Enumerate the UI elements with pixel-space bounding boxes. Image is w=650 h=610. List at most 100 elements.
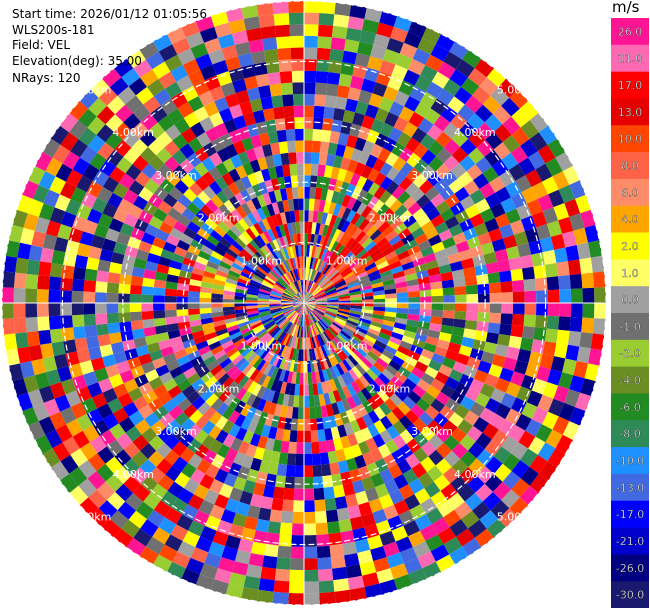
velocity-gate bbox=[378, 265, 391, 274]
velocity-gate bbox=[194, 444, 210, 459]
velocity-gate bbox=[392, 434, 407, 450]
velocity-gate bbox=[141, 361, 156, 374]
velocity-gate bbox=[325, 311, 337, 318]
velocity-gate bbox=[299, 292, 304, 303]
velocity-gate bbox=[288, 311, 297, 322]
velocity-gate bbox=[349, 172, 361, 187]
velocity-gate bbox=[497, 333, 511, 347]
velocity-gate bbox=[398, 80, 415, 96]
velocity-gate bbox=[406, 278, 419, 287]
velocity-gate bbox=[250, 321, 263, 330]
velocity-gate bbox=[428, 434, 444, 450]
velocity-gate bbox=[278, 318, 288, 328]
velocity-gate bbox=[407, 245, 421, 256]
velocity-gate bbox=[300, 361, 304, 373]
velocity-gate bbox=[420, 296, 432, 303]
velocity-gate bbox=[435, 163, 451, 179]
velocity-gate bbox=[99, 159, 117, 177]
velocity-gate bbox=[430, 316, 443, 325]
velocity-gate bbox=[310, 360, 315, 373]
velocity-gate bbox=[436, 88, 455, 106]
velocity-gate bbox=[261, 387, 271, 401]
velocity-gate bbox=[371, 317, 384, 324]
velocity-gate bbox=[283, 291, 294, 298]
velocity-gate bbox=[314, 187, 323, 200]
velocity-gate bbox=[59, 181, 77, 200]
velocity-gate bbox=[490, 500, 510, 519]
velocity-gate bbox=[293, 296, 304, 303]
velocity-gate bbox=[433, 412, 449, 428]
velocity-gate bbox=[217, 332, 230, 341]
velocity-gate bbox=[395, 53, 413, 70]
velocity-gate bbox=[314, 510, 328, 524]
velocity-gate bbox=[367, 397, 380, 411]
velocity-gate bbox=[304, 295, 313, 303]
velocity-gate bbox=[447, 342, 462, 354]
velocity-gate bbox=[379, 162, 393, 177]
range-rings bbox=[1, 0, 607, 606]
velocity-gate bbox=[262, 259, 273, 271]
velocity-gate bbox=[213, 368, 227, 381]
velocity-gate bbox=[280, 303, 293, 306]
velocity-gate bbox=[200, 350, 214, 362]
velocity-gate bbox=[345, 409, 356, 423]
velocity-gate bbox=[328, 415, 338, 428]
velocity-gate bbox=[320, 188, 329, 201]
velocity-gate bbox=[383, 315, 396, 323]
velocity-gate bbox=[375, 519, 392, 535]
velocity-gate bbox=[390, 376, 404, 389]
velocity-gate bbox=[300, 268, 303, 280]
velocity-gate bbox=[130, 227, 145, 241]
velocity-gate bbox=[364, 334, 377, 344]
velocity-gate bbox=[284, 117, 295, 130]
range-ring-label: 1.00km bbox=[241, 254, 283, 267]
velocity-gate bbox=[349, 307, 362, 313]
velocity-gate bbox=[163, 353, 177, 365]
velocity-gate bbox=[362, 299, 374, 303]
velocity-gate bbox=[296, 337, 301, 350]
velocity-gate bbox=[304, 303, 309, 314]
velocity-gate bbox=[181, 208, 196, 222]
velocity-gate bbox=[341, 268, 353, 278]
velocity-gate bbox=[390, 563, 409, 580]
velocity-gate bbox=[282, 307, 294, 314]
velocity-gate bbox=[197, 401, 211, 416]
velocity-gate bbox=[319, 452, 330, 465]
velocity-gate bbox=[405, 272, 418, 282]
velocity-gate bbox=[519, 100, 539, 121]
velocity-gate bbox=[159, 412, 175, 428]
velocity-gate bbox=[336, 286, 349, 293]
velocity-gate bbox=[340, 435, 351, 449]
velocity-gate bbox=[245, 444, 258, 458]
velocity-gate bbox=[252, 237, 263, 249]
velocity-gate bbox=[420, 65, 438, 82]
velocity-gate bbox=[542, 249, 557, 265]
velocity-gate bbox=[401, 233, 415, 245]
velocity-gate bbox=[150, 170, 166, 186]
velocity-gate bbox=[373, 233, 386, 245]
velocity-gate bbox=[242, 378, 254, 391]
velocity-gate bbox=[326, 297, 339, 301]
velocity-gate bbox=[381, 349, 395, 360]
velocity-gate bbox=[163, 398, 178, 413]
velocity-gate bbox=[451, 459, 469, 476]
velocity-gate bbox=[304, 298, 315, 303]
velocity-gate bbox=[99, 248, 114, 262]
velocity-gate bbox=[342, 359, 352, 372]
velocity-gate bbox=[50, 125, 70, 145]
velocity-gate bbox=[263, 363, 273, 376]
velocity-gate bbox=[172, 37, 191, 55]
velocity-gate bbox=[109, 423, 126, 440]
velocity-gate bbox=[306, 314, 310, 326]
velocity-gate bbox=[461, 336, 475, 349]
velocity-gate bbox=[391, 406, 405, 421]
velocity-gate bbox=[267, 339, 277, 350]
velocity-gate bbox=[531, 181, 549, 200]
velocity-gate bbox=[290, 35, 304, 48]
velocity-gate bbox=[304, 303, 314, 310]
velocity-gate bbox=[45, 157, 63, 177]
velocity-gate bbox=[286, 323, 294, 334]
velocity-gate bbox=[502, 134, 521, 153]
velocity-gate bbox=[448, 178, 464, 194]
velocity-gate bbox=[264, 155, 275, 169]
